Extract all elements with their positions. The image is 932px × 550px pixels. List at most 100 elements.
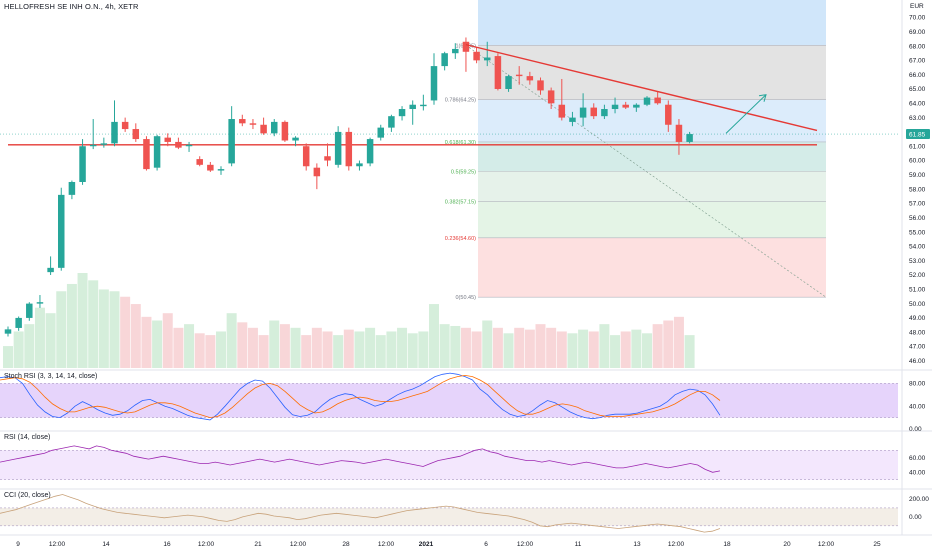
stoch-rsi-tick-label: 40.00 <box>909 403 926 410</box>
candle <box>132 123 140 142</box>
candle-body <box>420 104 427 107</box>
stoch-rsi-series-line <box>0 372 721 421</box>
candle <box>175 137 182 150</box>
stoch-rsi-series-line <box>0 374 721 419</box>
stoch-rsi-tick-label: 0.00 <box>909 426 922 433</box>
y-tick-label: 57.00 <box>909 201 926 208</box>
volume-bar <box>620 331 631 368</box>
volume-bar <box>120 296 131 368</box>
time-axis-label: 12:00 <box>668 541 685 548</box>
cci-panel-title: CCI (20, close) <box>4 492 51 499</box>
candle <box>377 124 384 141</box>
candle <box>100 137 108 148</box>
candle <box>164 133 171 147</box>
candle-body <box>622 104 629 108</box>
candle-body <box>111 121 118 144</box>
candle <box>185 141 193 152</box>
projection-arrow-head <box>758 94 767 102</box>
candle <box>313 163 321 190</box>
candle <box>143 136 150 171</box>
candle-body <box>366 139 374 164</box>
volume-bar <box>13 331 24 368</box>
candle-body <box>558 104 566 118</box>
candle-body <box>271 121 278 134</box>
candle <box>558 78 566 121</box>
y-tick-label: 67.00 <box>909 58 926 65</box>
candle <box>281 120 289 142</box>
candle-body <box>100 143 108 145</box>
candle-body <box>249 123 257 125</box>
time-axis-label: 12:00 <box>290 541 307 548</box>
volume-bar <box>567 333 578 368</box>
candle <box>494 53 502 91</box>
candle <box>26 302 33 321</box>
candle <box>260 117 267 135</box>
candle-body <box>473 51 480 61</box>
time-axis-label: 11 <box>575 541 582 548</box>
candle-body <box>15 317 22 328</box>
candle <box>153 134 161 171</box>
candle <box>89 119 97 150</box>
volume-bar <box>471 331 482 368</box>
candle-body <box>665 104 672 125</box>
candle-body <box>89 144 97 147</box>
volume-bar <box>642 333 652 368</box>
volume-bar <box>66 283 77 368</box>
volume-bar <box>109 291 120 368</box>
candle <box>366 137 374 167</box>
y-tick-label: 63.00 <box>909 115 926 122</box>
candle <box>302 143 310 171</box>
time-axis-label: 2021 <box>419 541 434 548</box>
candle-body <box>164 137 171 142</box>
volume-bar <box>205 335 216 368</box>
volume-bar <box>450 325 461 368</box>
volume-bar <box>258 335 269 368</box>
volume-bar <box>343 329 354 368</box>
candle <box>505 74 512 92</box>
volume-bar <box>141 316 152 368</box>
volume-bar <box>652 324 663 368</box>
candle-body <box>515 74 523 77</box>
y-tick-label: 47.00 <box>909 344 926 351</box>
candle-body <box>569 117 576 122</box>
volume-bar <box>663 320 674 368</box>
volume-bar <box>34 307 45 368</box>
candle <box>47 256 54 275</box>
volume-bar <box>269 320 280 368</box>
candle-body <box>260 124 267 134</box>
rsi-panel-title: RSI (14, close) <box>4 434 51 441</box>
candle <box>675 119 683 155</box>
y-tick-label: 49.00 <box>909 315 926 322</box>
volume-bar <box>226 313 237 368</box>
cci-tick-label: 0.00 <box>909 514 922 521</box>
candle <box>4 326 12 337</box>
fib-level-label: 0.382(57.15) <box>445 199 476 205</box>
volume-bar <box>492 327 503 368</box>
time-axis-label: 12:00 <box>818 541 835 548</box>
candle <box>569 111 576 127</box>
candle <box>79 139 86 185</box>
candle <box>515 66 523 85</box>
candle <box>654 91 661 105</box>
volume-bar <box>130 304 141 368</box>
volume-bar <box>407 333 418 368</box>
volume-bar <box>588 331 599 368</box>
volume-bar <box>162 313 173 368</box>
time-axis-label: 6 <box>484 541 488 548</box>
candle-body <box>675 124 683 142</box>
volume-bar <box>535 324 546 368</box>
volume-bar <box>429 304 439 368</box>
volume-bar <box>247 327 258 368</box>
candle <box>58 187 65 271</box>
candle-body <box>58 194 65 268</box>
candle-body <box>452 48 459 54</box>
candle <box>196 156 203 167</box>
volume-bar <box>237 322 248 368</box>
candle-body <box>26 303 33 318</box>
candle-body <box>196 159 203 165</box>
candle <box>686 131 693 144</box>
fib-level-label: 0(50.45) <box>456 295 477 301</box>
volume-bar <box>24 324 35 368</box>
candle <box>579 93 587 127</box>
